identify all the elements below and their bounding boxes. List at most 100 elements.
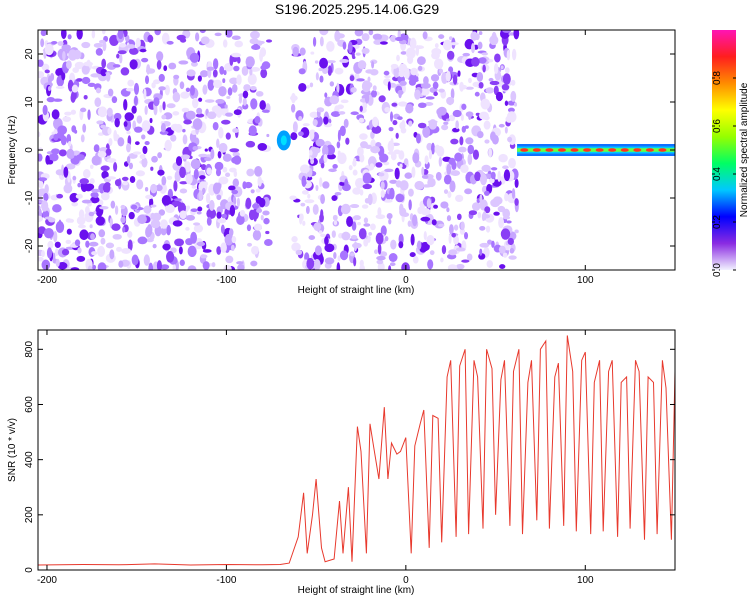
signal-peak <box>557 148 566 152</box>
spectrogram-cell <box>127 79 135 87</box>
spectrogram-cell <box>446 163 452 175</box>
spectrogram-cell <box>81 76 91 85</box>
spectrogram-cell <box>116 53 120 59</box>
spectrogram-cell <box>390 63 399 69</box>
spectrogram-cell <box>251 44 261 50</box>
spectrogram-cell <box>43 193 49 202</box>
spectrogram-cell <box>44 43 54 56</box>
spectrogram-cell <box>213 79 222 89</box>
spectrogram-cell <box>222 166 228 173</box>
spectrogram-cell <box>245 197 252 210</box>
spectrogram-cell <box>491 134 499 145</box>
spectrogram-cell <box>416 73 420 77</box>
spectrogram-cell <box>220 224 225 234</box>
spectrogram-cell <box>389 35 397 43</box>
spectrogram-cell <box>38 131 41 138</box>
spectrogram-cell <box>76 78 83 82</box>
spectrogram-cell <box>231 189 239 195</box>
spectrogram-cell <box>387 81 391 91</box>
spectrogram-cell <box>467 144 475 155</box>
spectrogram-cell <box>339 181 346 186</box>
spectrogram-cell <box>440 257 444 263</box>
spectrogram-cell <box>216 194 222 201</box>
spectrogram-cell <box>257 176 262 187</box>
spectrogram-cell <box>193 222 201 226</box>
spectrogram-cell <box>451 232 456 238</box>
spectrogram-cell <box>373 39 383 45</box>
spectrogram-cell <box>423 231 427 241</box>
spectrogram-cell <box>250 189 255 194</box>
spectrogram-cell <box>165 204 175 214</box>
spectrogram-cell <box>133 82 140 95</box>
spectrogram-cell <box>352 187 362 195</box>
spectrogram-cell <box>358 228 367 240</box>
signal-peak <box>532 148 541 152</box>
spectrogram-cell <box>65 163 76 170</box>
spectrogram-cell <box>341 203 351 215</box>
signal-peak <box>608 148 617 152</box>
spectrogram-cell <box>394 167 400 180</box>
spectrogram-cell <box>132 151 142 155</box>
spectrogram-cell <box>380 190 385 198</box>
spectrogram-cell <box>314 60 319 64</box>
spectrogram-cell <box>341 231 351 241</box>
spectrogram-cell <box>129 175 136 184</box>
spectrogram-cell <box>248 209 255 221</box>
spectrogram-cell <box>453 224 459 231</box>
spectrogram-cell <box>506 111 517 123</box>
spectrogram-cell <box>51 40 58 45</box>
spectrogram-cell <box>192 118 203 130</box>
spectrogram-cell <box>395 36 404 42</box>
spectrogram-cell <box>352 169 358 176</box>
spectrogram-cell <box>91 155 101 166</box>
spectrogram-cell <box>170 134 177 142</box>
spectrogram-cell <box>105 148 112 156</box>
spectrogram-cell <box>187 245 197 258</box>
spectrogram-cell <box>166 224 171 236</box>
spectrogram-cell <box>106 62 117 70</box>
spectrogram-cell <box>47 85 52 92</box>
spectrogram-cell <box>502 252 508 258</box>
spectrogram-cell <box>449 180 456 193</box>
spectrogram-cell <box>210 148 215 160</box>
spectrogram-cell <box>250 260 258 267</box>
spectrogram-cell <box>97 262 107 270</box>
spectrogram-cell <box>206 167 213 175</box>
spectrogram-cell <box>60 30 67 40</box>
spectrogram-cell <box>41 259 51 270</box>
y-tick-label: 10 <box>24 96 35 108</box>
spectrogram-cell <box>223 264 232 270</box>
signal-peak <box>570 148 579 152</box>
spectrogram-cell <box>371 60 375 69</box>
spectrogram-cell <box>259 47 267 57</box>
spectrogram-cell <box>351 51 355 60</box>
spectrogram-cell <box>57 262 68 270</box>
spectrogram-cell <box>117 50 127 55</box>
spectrogram-cell <box>191 185 197 189</box>
spectrogram-cell <box>477 41 483 50</box>
spectrogram-cell <box>63 183 73 194</box>
spectrogram-cell <box>328 118 332 124</box>
spectrogram-cell <box>87 109 91 121</box>
spectrogram-cell <box>438 223 445 227</box>
spectrogram-cell <box>414 180 425 190</box>
colorbar-label: Normalized spectral amplitude <box>739 82 750 217</box>
spectrogram-cell <box>90 196 100 204</box>
spectrogram-cell <box>200 70 209 78</box>
spectrogram-cell <box>389 111 394 122</box>
spectrogram-cell <box>420 216 431 222</box>
spectrogram-cell <box>233 109 242 116</box>
spectrogram-cell <box>414 89 421 100</box>
spectrogram-cell <box>219 65 225 75</box>
spectrogram-cell <box>498 123 505 128</box>
spectrogram-cell <box>250 67 261 72</box>
spectrogram-cell <box>202 249 212 253</box>
spectrogram-cell <box>324 257 335 265</box>
spectrogram-cell <box>185 87 191 93</box>
spectrogram-cell <box>56 193 64 199</box>
y-tick-label: 800 <box>24 341 35 358</box>
spectrogram-cell <box>136 115 143 124</box>
spectrogram-cell <box>475 112 481 117</box>
spectrogram-cell <box>479 173 488 186</box>
spectrogram-cell <box>295 249 303 256</box>
